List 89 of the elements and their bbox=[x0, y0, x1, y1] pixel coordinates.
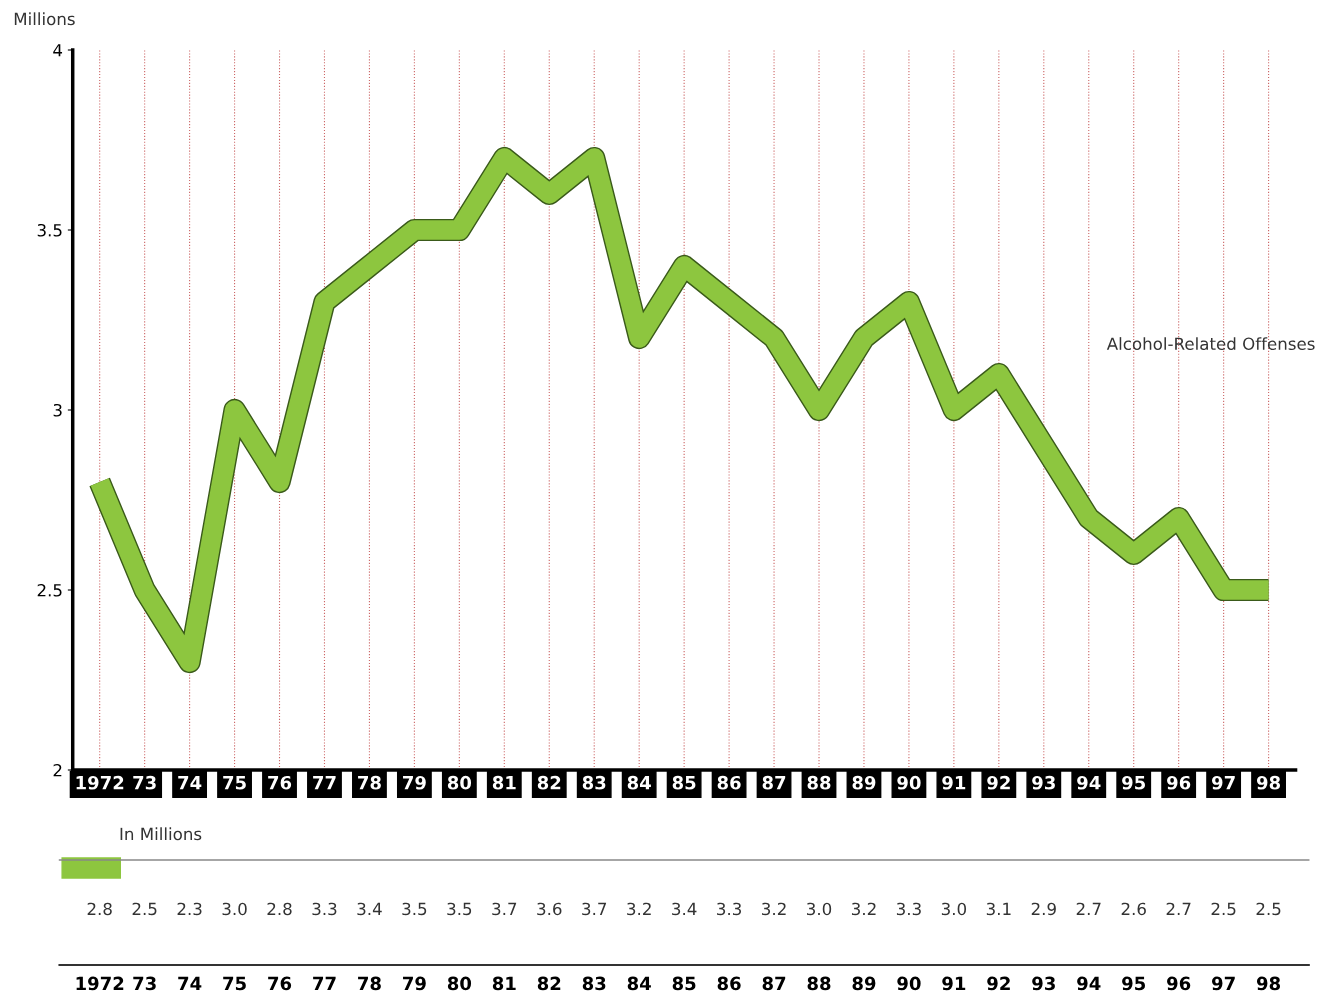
category-label: 78 bbox=[358, 976, 381, 991]
data-label: 3.2 bbox=[851, 902, 876, 916]
category-label: 80 bbox=[447, 976, 472, 991]
data-label: 2.8 bbox=[267, 902, 292, 916]
category-label: 85 bbox=[672, 976, 696, 991]
x-tick-label: 78 bbox=[358, 775, 381, 790]
data-label: 3.5 bbox=[402, 902, 427, 916]
category-label: 90 bbox=[897, 976, 921, 991]
data-label: 2.5 bbox=[1211, 902, 1236, 916]
x-tick-label: 91 bbox=[942, 775, 966, 790]
category-label: 87 bbox=[762, 976, 786, 991]
data-label: 3.0 bbox=[941, 902, 967, 916]
data-label: 3.7 bbox=[582, 902, 607, 916]
x-tick-label: 77 bbox=[313, 776, 336, 790]
category-label: 98 bbox=[1256, 976, 1281, 991]
category-label: 96 bbox=[1167, 976, 1191, 991]
y-tick-label: 3 bbox=[53, 403, 62, 417]
x-tick-label: 98 bbox=[1256, 775, 1281, 790]
data-label: 3.2 bbox=[762, 902, 786, 916]
data-label: 3.0 bbox=[807, 902, 832, 916]
x-tick-label: 95 bbox=[1122, 775, 1146, 790]
data-label: 2.9 bbox=[1031, 902, 1056, 916]
category-label: 79 bbox=[403, 976, 426, 991]
category-label: 86 bbox=[717, 976, 741, 991]
category-label: 77 bbox=[313, 976, 336, 990]
category-label: 74 bbox=[178, 976, 202, 990]
x-tick-label: 87 bbox=[762, 775, 786, 790]
category-label: 81 bbox=[492, 976, 516, 991]
x-tick-label: 84 bbox=[627, 775, 651, 790]
data-label: 3.1 bbox=[986, 902, 1011, 916]
x-tick-label: 79 bbox=[403, 775, 426, 790]
data-label: 3.7 bbox=[492, 902, 517, 916]
data-label: 3.5 bbox=[447, 902, 472, 916]
data-label: 3.4 bbox=[672, 902, 697, 916]
y-tick-label: 2 bbox=[53, 763, 62, 777]
category-label: 83 bbox=[582, 976, 606, 991]
data-label: 2.6 bbox=[1121, 902, 1146, 916]
x-tick-label: 86 bbox=[717, 775, 741, 790]
category-label: 88 bbox=[807, 976, 831, 991]
category-label: 92 bbox=[987, 976, 1010, 991]
x-tick-label: 94 bbox=[1077, 775, 1101, 790]
data-label: 2.7 bbox=[1076, 902, 1101, 915]
x-tick-label: 75 bbox=[223, 776, 246, 790]
text: In Millions bbox=[120, 827, 202, 841]
x-tick-label: 85 bbox=[672, 775, 696, 790]
data-label: 2.5 bbox=[1256, 902, 1281, 916]
category-label: 1972 bbox=[76, 976, 124, 991]
category-label: 76 bbox=[268, 976, 292, 991]
data-label: 3.3 bbox=[896, 902, 921, 916]
x-tick-label: 74 bbox=[178, 776, 202, 790]
category-label: 82 bbox=[537, 976, 561, 991]
x-tick-label: 92 bbox=[987, 775, 1010, 790]
x-tick-label: 80 bbox=[447, 775, 472, 790]
category-label: 95 bbox=[1122, 976, 1146, 991]
category-label: 94 bbox=[1077, 976, 1101, 991]
category-label: 89 bbox=[852, 976, 876, 991]
category-label: 75 bbox=[223, 976, 246, 991]
data-label: 3.4 bbox=[357, 902, 382, 916]
x-tick-label: 93 bbox=[1032, 775, 1055, 790]
category-label: 93 bbox=[1032, 976, 1055, 991]
y-tick-label: 2.5 bbox=[37, 583, 62, 597]
data-label: 3.0 bbox=[222, 902, 247, 916]
data-label: 2.3 bbox=[177, 902, 202, 916]
data-label: 3.3 bbox=[717, 902, 742, 916]
x-tick-label: 90 bbox=[897, 775, 921, 790]
x-tick-label: 89 bbox=[852, 775, 876, 790]
category-label: 97 bbox=[1212, 976, 1235, 991]
y-axis-title: Millions bbox=[14, 12, 75, 26]
x-tick-label: 73 bbox=[133, 775, 156, 790]
x-tick-label: 1972 bbox=[76, 775, 124, 790]
text: Alcohol-Related Offenses bbox=[1106, 337, 1315, 351]
y-tick-label: 3.5 bbox=[37, 223, 62, 237]
data-label: 2.5 bbox=[132, 902, 157, 916]
x-tick-label: 97 bbox=[1212, 775, 1235, 790]
data-label: 2.7 bbox=[1166, 902, 1191, 915]
data-label: 3.2 bbox=[627, 902, 651, 916]
x-tick-label: 83 bbox=[582, 775, 606, 790]
data-label: 3.3 bbox=[312, 902, 337, 916]
x-tick-label: 81 bbox=[492, 775, 516, 790]
x-tick-label: 82 bbox=[537, 775, 561, 790]
y-tick-label: 4 bbox=[53, 44, 63, 57]
category-label: 91 bbox=[942, 976, 966, 991]
category-label: 84 bbox=[627, 976, 651, 991]
x-tick-label: 88 bbox=[807, 775, 831, 790]
category-label: 73 bbox=[133, 976, 156, 991]
data-label: 2.8 bbox=[87, 902, 112, 916]
x-tick-label: 76 bbox=[268, 775, 292, 790]
data-label: 3.6 bbox=[537, 902, 562, 916]
x-tick-label: 96 bbox=[1167, 775, 1191, 790]
